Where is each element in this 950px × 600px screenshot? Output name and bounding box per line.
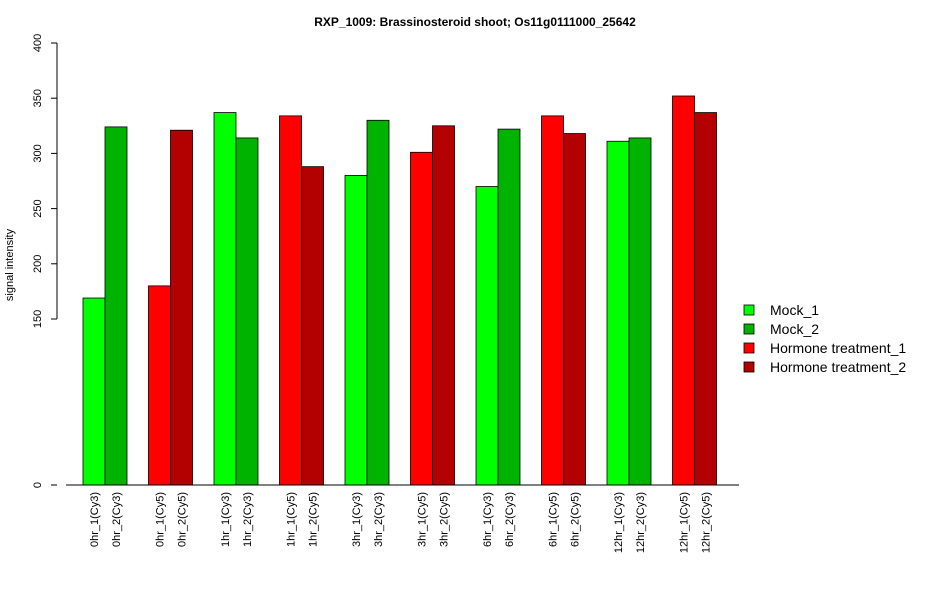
x-tick-label: 3hr_2(Cy3) [373, 492, 385, 547]
bar-3hr_1(Cy3) [344, 175, 368, 486]
bar-6hr_1(Cy3) [475, 186, 499, 486]
bar-3hr_2(Cy5) [432, 125, 455, 486]
x-tick-label: 1hr_2(Cy5) [308, 492, 320, 547]
x-tick-label: 12hr_1(Cy3) [613, 492, 625, 553]
y-tick-label: 150 [32, 310, 44, 328]
bar-12hr_2(Cy3) [628, 137, 652, 486]
y-tick-label: 250 [32, 199, 44, 217]
legend-label: Mock_2 [770, 321, 819, 337]
y-axis-label: signal intensity [4, 228, 16, 301]
legend: Mock_1 Mock_2 Hormone treatment_1 Hormone t… [743, 302, 906, 375]
bar-3hr_2(Cy3) [366, 119, 390, 486]
bar-0hr_2(Cy3) [104, 126, 128, 486]
y-tick-label: 350 [32, 89, 44, 107]
bar-1hr_2(Cy3) [235, 137, 259, 486]
legend-swatch [743, 304, 755, 316]
bar-1hr_2(Cy5) [301, 166, 324, 486]
y-tick-label: 300 [32, 144, 44, 162]
x-tick-label: 12hr_2(Cy5) [701, 492, 713, 553]
bar-12hr_1(Cy5) [672, 95, 695, 486]
x-tick-label: 0hr_1(Cy3) [89, 492, 101, 547]
x-tick-label: 3hr_2(Cy5) [439, 492, 451, 547]
x-tick-label: 12hr_2(Cy3) [635, 492, 647, 553]
bar-3hr_1(Cy5) [410, 151, 433, 486]
x-tick-label: 12hr_1(Cy5) [679, 492, 691, 553]
bar-12hr_1(Cy3) [606, 140, 630, 486]
legend-swatch [743, 342, 755, 354]
bar-6hr_2(Cy3) [497, 128, 521, 486]
y-tick-label: 0 [32, 482, 44, 488]
x-tick-label: 3hr_1(Cy5) [417, 492, 429, 547]
y-tick-label: 400 [32, 34, 44, 52]
bar-1hr_1(Cy5) [279, 115, 302, 486]
legend-label: Mock_1 [770, 302, 819, 318]
x-tick-label: 6hr_1(Cy3) [482, 492, 494, 547]
bar-6hr_2(Cy5) [563, 133, 586, 486]
x-tick-label: 0hr_1(Cy5) [155, 492, 167, 547]
chart-title: RXP_1009: Brassinosteroid shoot; Os11g01… [314, 15, 636, 29]
legend-label: Hormone treatment_1 [770, 340, 906, 356]
bar-0hr_2(Cy5) [170, 129, 193, 486]
bar-0hr_1(Cy5) [148, 285, 171, 486]
x-tick-label: 6hr_2(Cy3) [504, 492, 516, 547]
legend-label: Hormone treatment_2 [770, 359, 906, 375]
bar-6hr_1(Cy5) [541, 115, 564, 486]
x-tick-label: 3hr_1(Cy3) [351, 492, 363, 547]
x-tick-label: 6hr_2(Cy5) [570, 492, 582, 547]
x-tick-label: 6hr_1(Cy5) [548, 492, 560, 547]
x-tick-label: 1hr_1(Cy3) [220, 492, 232, 547]
x-tick-label: 0hr_2(Cy5) [177, 492, 189, 547]
x-tick-label: 0hr_2(Cy3) [111, 492, 123, 547]
legend-swatch [743, 323, 755, 335]
plot-area: 0hr_1(Cy3) 0hr_2(Cy3) 0hr_1(Cy5) 0hr_2(Cy5)… [32, 34, 739, 553]
y-tick-label: 200 [32, 255, 44, 273]
legend-swatch [743, 361, 755, 373]
bar-12hr_2(Cy5) [694, 112, 717, 486]
x-tick-label: 1hr_2(Cy3) [242, 492, 254, 547]
bar-0hr_1(Cy3) [82, 297, 106, 486]
x-tick-label: 1hr_1(Cy5) [286, 492, 298, 547]
bar-1hr_1(Cy3) [213, 112, 237, 486]
